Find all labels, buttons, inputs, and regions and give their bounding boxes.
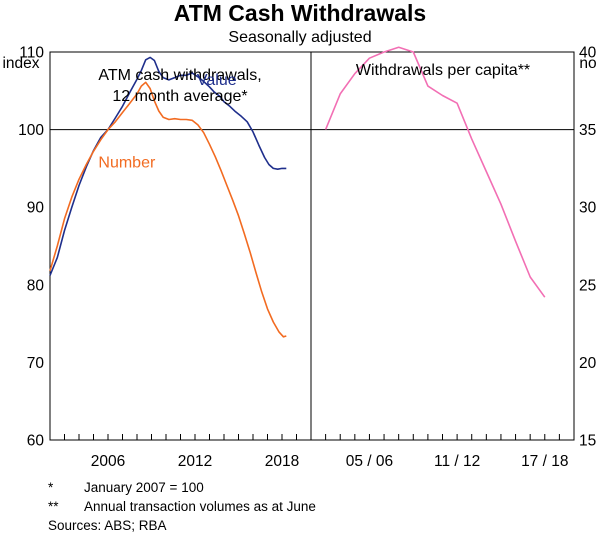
y-tick-right: 15: [579, 433, 596, 450]
footnotes: * January 2007 = 100 ** Annual transacti…: [48, 478, 316, 535]
x-tick-label: 2006: [91, 453, 125, 470]
x-tick-label: 2018: [265, 453, 299, 470]
series-lines: [49, 46, 546, 338]
y-tick-labels: 60 70 80 90 100 110 15 20 25 30 35 40: [18, 45, 596, 450]
y-tick-right: 35: [579, 122, 596, 139]
y-tick-left: 80: [27, 277, 45, 294]
footnote-2-text: Annual transaction volumes as at June: [84, 499, 316, 514]
y-tick-left: 110: [19, 45, 44, 62]
y-tick-right: 40: [579, 45, 597, 62]
footnote-1-text: January 2007 = 100: [84, 480, 204, 495]
x-tick-label: 05 / 06: [346, 453, 393, 470]
x-tick-label: 17 / 18: [521, 453, 568, 470]
footnote-2-mark: **: [48, 499, 59, 514]
chart-subtitle: Seasonally adjusted: [228, 29, 372, 46]
y-tick-left: 70: [27, 355, 45, 372]
x-tick-labels: 2006 2012 2018 05 / 06 11 / 12 17 / 18: [91, 453, 569, 470]
y-tick-left: 90: [27, 200, 45, 217]
series-line-value: [49, 56, 287, 276]
footnote-1: * January 2007 = 100: [48, 478, 204, 497]
footnote-2: ** Annual transaction volumes as at June: [48, 497, 316, 516]
series-line-withdrawals-per-capita: [324, 46, 546, 298]
right-panel-title: Withdrawals per capita**: [356, 62, 530, 79]
x-tick-label: 11 / 12: [434, 453, 480, 470]
y-tick-right: 20: [579, 355, 597, 372]
left-axis-label: index: [2, 55, 39, 72]
footnote-1-mark: *: [48, 480, 54, 495]
series-label-value: Value: [197, 72, 237, 89]
y-tick-right: 30: [579, 200, 597, 217]
y-tick-right: 25: [579, 277, 596, 294]
left-panel-title-line1: ATM cash withdrawals,: [98, 67, 261, 84]
series-label-number: Number: [98, 154, 156, 171]
series-line-number: [49, 81, 287, 338]
chart-title: ATM Cash Withdrawals: [173, 0, 427, 26]
x-axis-ticks: [64, 434, 560, 440]
series-labels: Value Number: [98, 72, 236, 171]
y-tick-left: 100: [18, 122, 44, 139]
x-tick-label: 2012: [178, 453, 212, 470]
plot-frame: [49, 51, 575, 441]
y-tick-left: 60: [27, 433, 45, 450]
right-axis-label: no: [579, 55, 596, 72]
sources-note: Sources: ABS; RBA: [48, 518, 167, 533]
left-panel-title-line2: 12 month average*: [112, 88, 247, 105]
